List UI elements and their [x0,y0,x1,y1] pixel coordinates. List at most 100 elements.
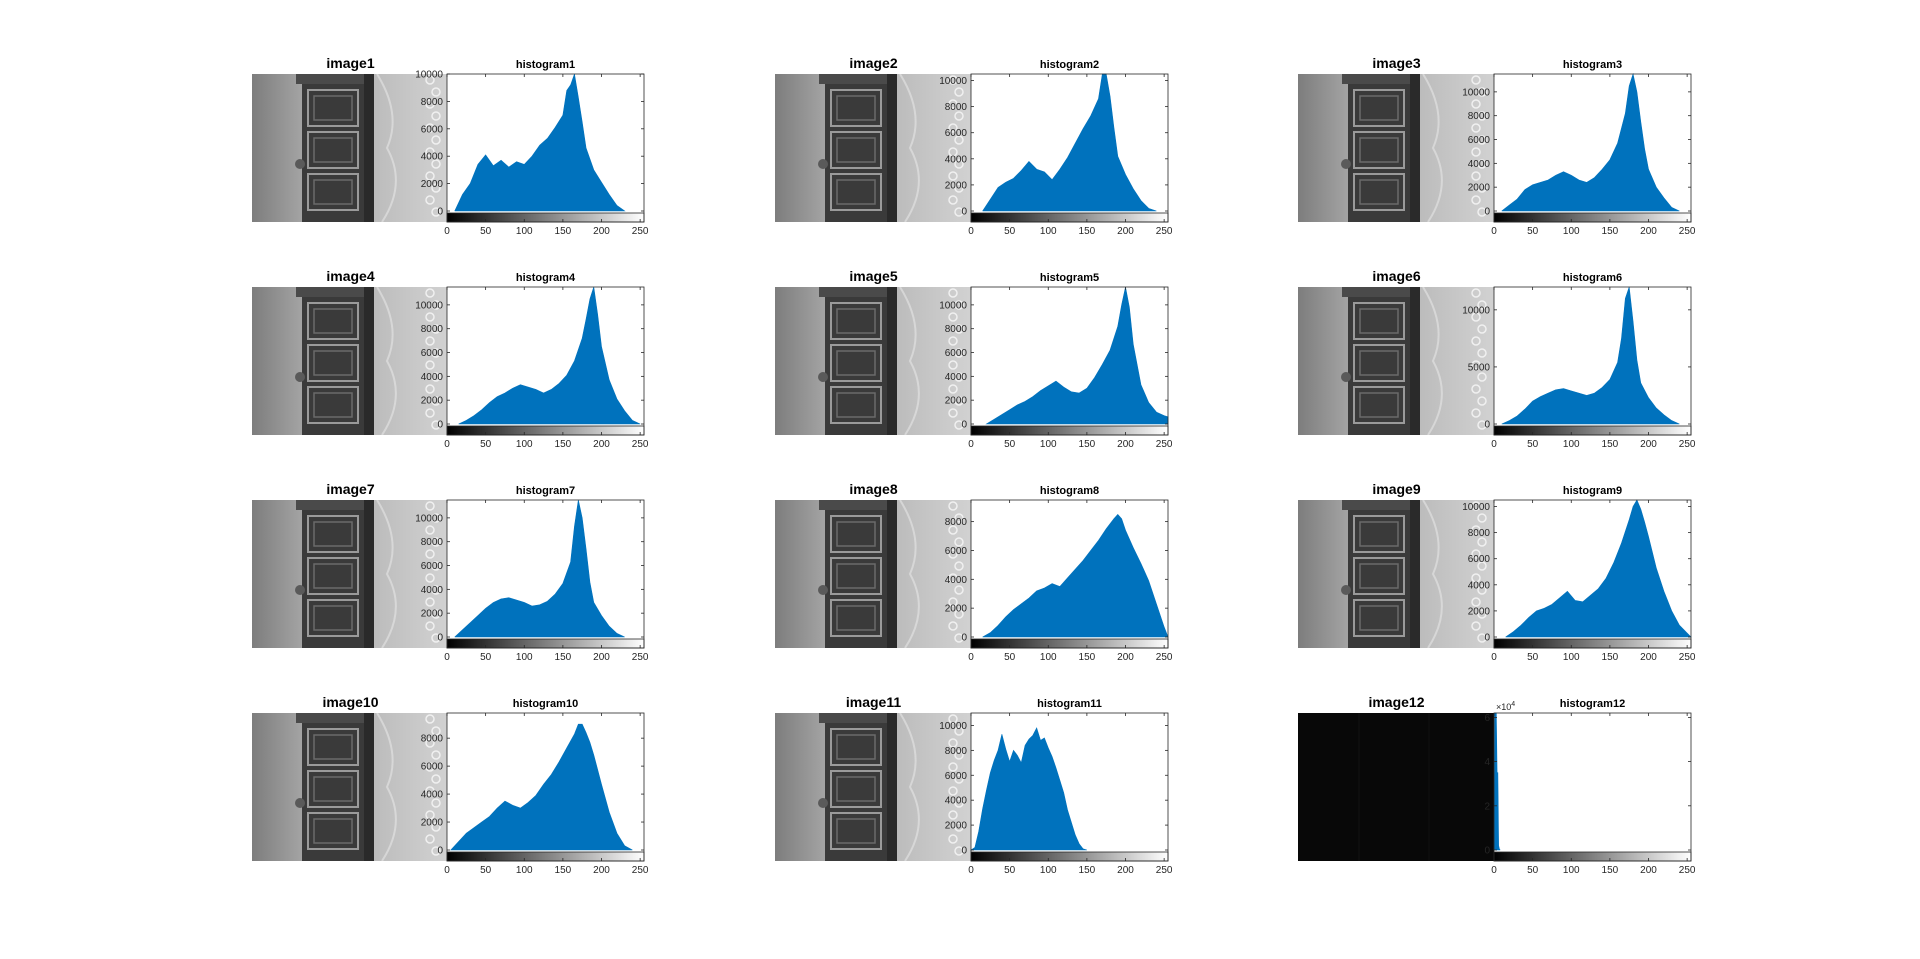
x-tick-label: 50 [1527,865,1539,876]
x-tick-label: 250 [1679,865,1696,876]
x-tick-label: 50 [480,439,492,450]
x-tick-label: 200 [1640,652,1657,663]
grayscale-colorbar [446,851,645,862]
x-tick-label: 50 [1004,652,1016,663]
histogram-area [450,723,633,851]
histogram-title: histogram6 [1562,272,1623,284]
x-tick-label: 150 [555,652,572,663]
grayscale-colorbar [1493,212,1692,223]
y-tick-label: 6000 [421,561,444,572]
histogram-area [1505,499,1692,638]
y-tick-label: 4000 [945,154,968,165]
grayscale-colorbar [970,425,1169,436]
y-tick-label: 0 [1484,633,1490,644]
y-tick-label: 2000 [945,604,968,615]
x-tick-label: 50 [1527,226,1539,237]
image-title: image9 [1372,481,1421,497]
y-tick-label: 8000 [1468,528,1491,539]
x-tick-label: 250 [1156,226,1173,237]
y-tick-label: 6000 [945,128,968,139]
histogram-chart-6: 0 50 100 150 200 250 0 5000 10000 [1462,286,1696,450]
histogram-chart-2: 0 50 100 150 200 250 0 2000 4000 6000 8000 10000 [939,73,1173,237]
grayscale-image [252,500,449,648]
histogram-area [982,73,1157,212]
x-tick-label: 150 [1079,865,1096,876]
y-tick-label: 4000 [945,575,968,586]
y-tick-label: 2000 [1468,606,1491,617]
x-tick-label: 100 [1563,652,1580,663]
y-tick-label: 6000 [945,771,968,782]
histogram-title: histogram4 [515,272,576,284]
histogram-chart-5: 0 50 100 150 200 250 0 2000 4000 6000 8000 10000 [939,286,1173,450]
x-tick-label: 250 [632,226,649,237]
x-tick-label: 250 [1679,652,1696,663]
x-tick-label: 200 [593,865,610,876]
grayscale-colorbar [970,851,1169,862]
y-tick-label: 6000 [421,348,444,359]
x-tick-label: 200 [1117,652,1134,663]
x-tick-label: 0 [1491,226,1497,237]
x-tick-label: 0 [1491,652,1497,663]
histogram-title: histogram3 [1562,59,1623,71]
image-title: image7 [326,481,375,497]
grayscale-image [775,500,972,648]
x-tick-label: 0 [1491,439,1497,450]
grayscale-colorbar [970,212,1169,223]
histogram-title: histogram9 [1562,485,1623,497]
y-tick-label: 2000 [1468,183,1491,194]
histogram-chart-8: 0 50 100 150 200 250 0 2000 4000 6000 8000 [945,499,1173,663]
y-tick-label: 0 [437,420,443,431]
histogram-title: histogram7 [515,485,576,497]
x-tick-label: 200 [1117,226,1134,237]
y-tick-label: 0 [961,846,967,857]
grayscale-colorbar [446,425,645,436]
y-tick-label: 6000 [945,348,968,359]
y-tick-label: 0 [961,420,967,431]
y-tick-label: 2000 [945,180,968,191]
y-tick-label: 2000 [421,179,444,190]
x-tick-label: 250 [1156,439,1173,450]
x-tick-label: 100 [516,652,533,663]
x-tick-label: 100 [516,865,533,876]
grayscale-colorbar [446,212,645,223]
y-tick-label: 4000 [421,790,444,801]
y-tick-label: 4000 [421,585,444,596]
y-tick-label: 10000 [415,70,443,81]
image-title: image2 [849,55,898,71]
x-tick-label: 250 [1156,865,1173,876]
y-tick-label: 5000 [1468,362,1491,373]
histogram-chart-7: 0 50 100 150 200 250 0 2000 4000 6000 8000 10000 [415,499,649,663]
y-tick-label: 4000 [421,372,444,383]
image-title: image11 [845,694,902,710]
y-tick-label: 2000 [945,821,968,832]
y-tick-label: 4000 [945,372,968,383]
x-tick-label: 50 [1004,439,1016,450]
x-tick-label: 100 [516,226,533,237]
grayscale-colorbar [446,638,645,649]
grayscale-image [1298,287,1495,435]
y-tick-label: 0 [437,633,443,644]
x-tick-label: 100 [1040,226,1057,237]
grayscale-image [775,713,972,861]
x-tick-label: 0 [968,226,974,237]
y-tick-label: 10000 [415,300,443,311]
x-tick-label: 0 [968,439,974,450]
x-tick-label: 200 [1640,226,1657,237]
x-tick-label: 150 [1602,226,1619,237]
histogram-area [985,286,1169,425]
x-tick-label: 200 [1640,865,1657,876]
y-tick-label: 8000 [421,734,444,745]
y-tick-label: 10000 [939,76,967,87]
x-tick-label: 50 [1004,865,1016,876]
histogram-chart-4: 0 50 100 150 200 250 0 2000 4000 6000 8000 10000 [415,286,649,450]
plot-area [1494,713,1691,861]
x-tick-label: 100 [516,439,533,450]
image-title: image1 [326,55,375,71]
y-tick-label: 6 [1484,713,1490,724]
x-tick-label: 250 [1679,226,1696,237]
x-tick-label: 200 [593,652,610,663]
histogram-chart-1: 0 50 100 150 200 250 0 2000 4000 6000 8000 10000 [415,70,649,238]
image-title: image8 [849,481,898,497]
y-tick-label: 0 [437,207,443,218]
x-tick-label: 250 [632,652,649,663]
